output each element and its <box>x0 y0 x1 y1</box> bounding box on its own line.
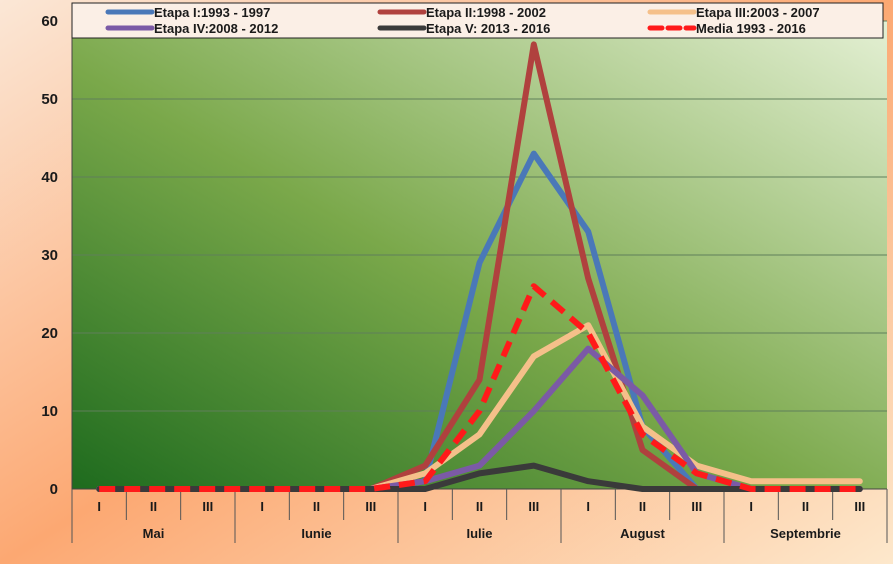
y-tick-label: 30 <box>41 247 58 264</box>
legend-label-3: Etapa III:2003 - 2007 <box>696 5 820 20</box>
x-sub-category-label: II <box>476 499 483 514</box>
x-sub-category-label: III <box>528 499 539 514</box>
y-tick-label: 50 <box>41 91 58 108</box>
x-sub-category-label: II <box>150 499 157 514</box>
y-tick-label: 20 <box>41 325 58 342</box>
x-sub-category-label: III <box>854 499 865 514</box>
x-sub-category-label: III <box>691 499 702 514</box>
y-tick-label: 10 <box>41 403 58 420</box>
y-tick-label: 60 <box>41 13 58 30</box>
legend-label-2: Etapa II:1998 - 2002 <box>426 5 546 20</box>
x-sub-category-label: II <box>639 499 646 514</box>
series-line-6 <box>99 283 860 492</box>
x-sub-category-label: II <box>802 499 809 514</box>
legend-label-5: Etapa V: 2013 - 2016 <box>426 21 550 36</box>
x-month-label: August <box>620 526 665 541</box>
x-sub-category-label: I <box>749 499 753 514</box>
legend-label-4: Etapa IV:2008 - 2012 <box>154 21 278 36</box>
x-month-label: Mai <box>143 526 165 541</box>
legend-label-1: Etapa I:1993 - 1997 <box>154 5 270 20</box>
x-sub-category-label: III <box>202 499 213 514</box>
legend-label-6: Media 1993 - 2016 <box>696 21 806 36</box>
legend-box <box>71 2 884 39</box>
y-tick-label: 40 <box>41 169 58 186</box>
x-sub-category-label: II <box>313 499 320 514</box>
x-month-label: Iunie <box>301 526 331 541</box>
x-month-label: Septembrie <box>770 526 841 541</box>
x-month-label: Iulie <box>466 526 492 541</box>
x-sub-category-label: I <box>97 499 101 514</box>
x-sub-category-label: I <box>586 499 590 514</box>
x-sub-category-label: III <box>365 499 376 514</box>
y-tick-label: 0 <box>50 481 58 498</box>
x-sub-category-label: I <box>260 499 264 514</box>
x-sub-category-label: I <box>423 499 427 514</box>
